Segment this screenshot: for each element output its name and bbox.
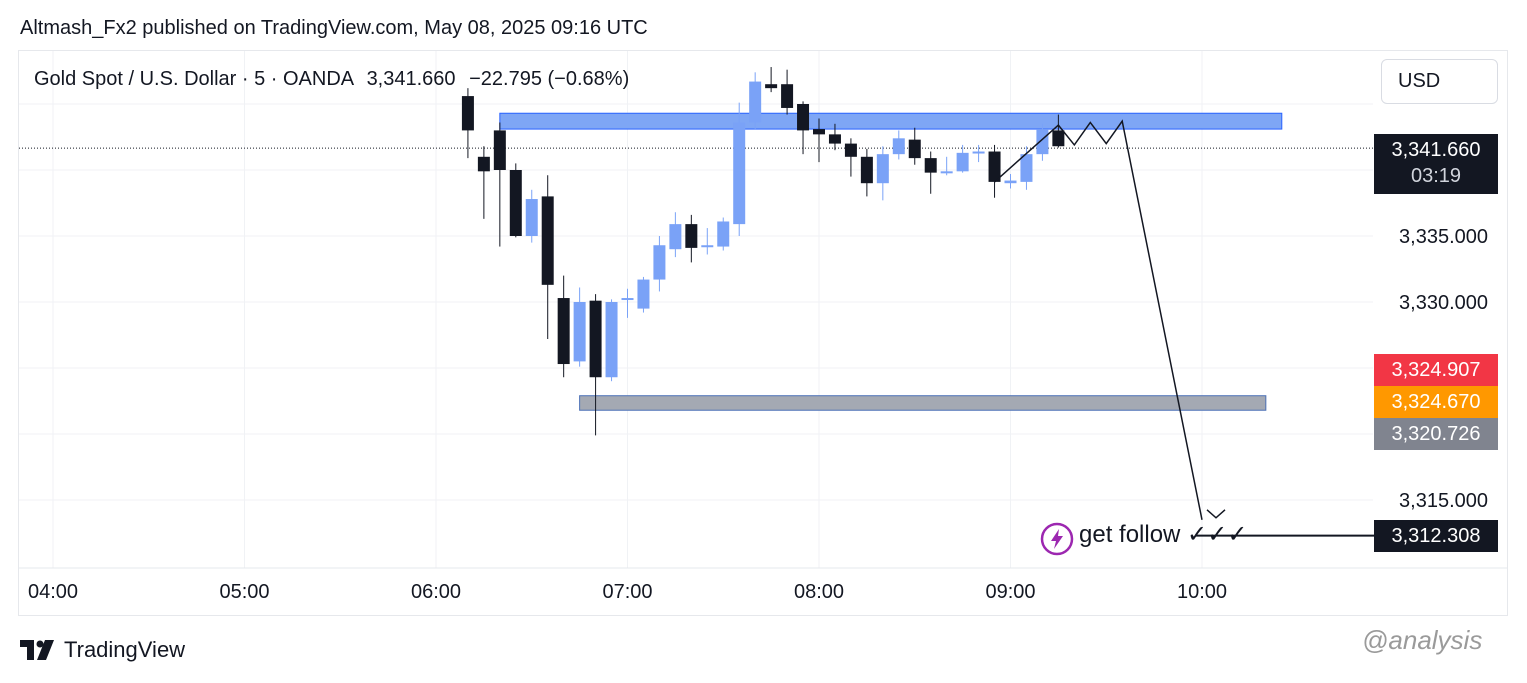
candle-down [844, 143, 857, 157]
candle-down [557, 298, 570, 365]
y-tick-label: 3,330.000 [1399, 292, 1488, 314]
candle-down [813, 129, 825, 135]
brand-label: TradingView [64, 637, 186, 662]
price-tag-orange: 3,324.670 [1374, 386, 1498, 418]
symbol-change: −22.795 (−0.68%) [469, 68, 630, 90]
current-price-tag: 3,341.660 03:19 [1374, 134, 1498, 194]
annotation-note: get follow ✓✓✓ [1079, 521, 1248, 548]
candle-down [988, 151, 1001, 182]
x-tick-label: 10:00 [1177, 581, 1227, 603]
candle-up [573, 302, 586, 362]
candle-up [1020, 154, 1033, 182]
candle-up [653, 245, 666, 280]
candle-up [1036, 129, 1049, 155]
price-tag-red: 3,324.907 [1374, 354, 1498, 386]
x-tick-label: 09:00 [985, 581, 1035, 603]
candle-up [525, 199, 538, 236]
candle-up [733, 122, 746, 225]
candle-down [477, 156, 490, 172]
candle-up [605, 302, 618, 378]
x-tick-label: 07:00 [602, 581, 652, 603]
symbol-name[interactable]: Gold Spot / U.S. Dollar · 5 · OANDA [34, 68, 353, 90]
x-tick-label: 06:00 [411, 581, 461, 603]
candle-down [1052, 130, 1065, 147]
x-tick-label: 08:00 [794, 581, 844, 603]
symbol-price: 3,341.660 [366, 68, 456, 90]
lightning-bolt-icon[interactable] [1040, 522, 1074, 556]
resistance-zone [499, 112, 1283, 130]
candle-down [797, 104, 810, 131]
candle-up [717, 221, 730, 247]
candle-down [589, 300, 602, 378]
candle-down [685, 224, 698, 248]
symbol-legend: Gold Spot / U.S. Dollar · 5 · OANDA 3,34… [34, 68, 629, 91]
candle-up [876, 154, 889, 184]
price-tag-target: 3,312.308 [1374, 520, 1498, 552]
bar-countdown: 03:19 [1410, 165, 1462, 187]
tradingview-logo[interactable]: TradingView [20, 637, 185, 663]
tradingview-logo-icon [20, 640, 54, 660]
x-tick-label: 05:00 [219, 581, 269, 603]
candle-up [637, 279, 650, 309]
candle-down [828, 134, 841, 144]
candle-up [701, 245, 714, 248]
watermark: @analysis [1362, 625, 1483, 655]
candle-down [509, 170, 522, 236]
arrow-head [1206, 509, 1226, 519]
candle-up [621, 298, 634, 301]
y-tick-label: 3,335.000 [1399, 226, 1488, 248]
candle-up [956, 152, 969, 172]
candle-down [908, 139, 921, 159]
chart-frame [18, 50, 1508, 616]
support-zone [579, 395, 1267, 411]
candle-down [493, 130, 506, 170]
candle-up [1004, 180, 1017, 184]
candle-up [749, 81, 762, 123]
candle-down [541, 196, 554, 285]
current-price-value: 3,341.660 [1391, 139, 1481, 161]
y-tick-label: 3,315.000 [1399, 490, 1488, 512]
price-tag-gray: 3,320.726 [1374, 418, 1498, 450]
candle-up [669, 224, 682, 250]
candle-down [765, 84, 778, 89]
candle-up [940, 171, 953, 174]
candle-down [924, 158, 937, 173]
candle-down [860, 156, 873, 184]
projection-path [994, 119, 1203, 520]
currency-button[interactable]: USD [1381, 59, 1498, 104]
candle-down [461, 96, 474, 131]
publish-caption: Altmash_Fx2 published on TradingView.com… [20, 17, 648, 39]
candle-up [892, 138, 905, 155]
candle-up [972, 151, 985, 154]
x-tick-label: 04:00 [28, 581, 78, 603]
candle-down [781, 84, 794, 108]
